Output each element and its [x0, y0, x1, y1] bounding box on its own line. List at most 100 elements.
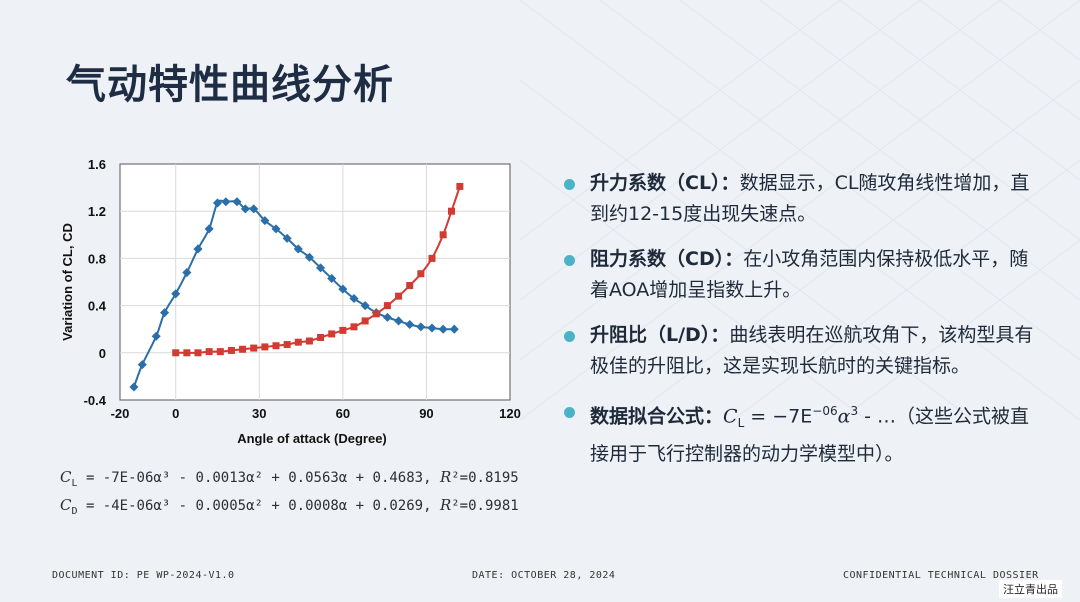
cd-formula-body: = -4E-06α³ - 0.0005α² + 0.0008α + 0.0269…: [77, 498, 440, 514]
data-point-cl: [249, 204, 259, 214]
data-point-cl: [382, 312, 392, 322]
cd-r-value: ²=0.9981: [451, 498, 519, 514]
data-point-cl: [129, 382, 139, 392]
data-point-cd: [372, 310, 380, 318]
data-point-cd: [283, 341, 291, 349]
background-grid-pattern: [520, 0, 1080, 420]
y-tick-label: 1.6: [88, 157, 106, 172]
data-point-cl: [240, 204, 250, 214]
data-point-cd: [339, 326, 347, 334]
bullet-dot-icon: [564, 407, 575, 418]
data-point-cd: [456, 182, 464, 190]
cl-r-symbol: R: [439, 468, 452, 486]
bullet-head: 升力系数（CL）：: [590, 172, 740, 194]
bullet-drag: 阻力系数（CD）：在小攻角范围内保持极低水平，随着AOA增加呈指数上升。: [562, 244, 1042, 306]
math-tail: - …: [858, 405, 897, 428]
data-point-cl: [416, 322, 426, 332]
data-point-cd: [239, 345, 247, 353]
page-title: 气动特性曲线分析: [66, 62, 394, 108]
bullet-text: 在小攻角范围内保持极低水平，随着AOA增加呈指数上升。: [590, 248, 1029, 301]
grid-lines: [120, 164, 510, 400]
data-point-cd: [194, 349, 202, 357]
plot-area: [119, 163, 511, 401]
data-point-cd: [205, 348, 213, 356]
data-point-cd: [305, 337, 313, 345]
data-point-cl: [204, 224, 214, 234]
data-point-cl: [212, 198, 223, 208]
bullet-head: 升阻比（L/D）：: [590, 324, 730, 346]
data-point-cd: [328, 330, 336, 338]
data-point-cl: [171, 289, 181, 299]
cd-formula: CD = -4E-06α³ - 0.0005α² + 0.0008α + 0.0…: [60, 496, 519, 517]
cl-symbol: C: [60, 468, 72, 486]
bullet-fit-formula: 数据拟合公式：CL = −7E−06α3 - …（这些公式被直接用于飞行控制器的…: [562, 396, 1042, 470]
cl-formula: CL = -7E-06α³ - 0.0013α² + 0.0563α + 0.4…: [60, 468, 519, 489]
bullet-head: 数据拟合公式：: [590, 405, 724, 428]
x-tick-label: 30: [252, 406, 266, 421]
cl-r-value: ²=0.8195: [451, 470, 519, 486]
cl-subscript: L: [71, 477, 78, 489]
data-point-cl: [304, 252, 314, 262]
x-tick-label: 0: [172, 406, 179, 421]
y-tick-label: 0: [99, 346, 106, 361]
data-point-cd: [448, 207, 455, 215]
data-point-cd: [261, 343, 269, 351]
bullet-text: 曲线表明在巡航攻角下，该构型具有极佳的升阻比，这是实现长航时的关键指标。: [590, 324, 1034, 377]
data-point-cd: [183, 349, 191, 357]
data-point-cl: [193, 244, 203, 254]
y-tick-label: 0.4: [88, 299, 107, 314]
math-sub: L: [737, 416, 745, 431]
y-tick-label: 0.8: [88, 251, 106, 266]
data-point-cd: [428, 254, 436, 262]
data-point-cd: [317, 333, 325, 341]
x-tick-label: 90: [419, 406, 433, 421]
bullet-head: 阻力系数（CD）：: [590, 248, 744, 270]
brand-watermark: 汪立青出品: [999, 580, 1062, 598]
x-tick-label: 60: [336, 406, 350, 421]
bullet-dot-icon: [564, 255, 575, 266]
cl-formula-body: = -7E-06α³ - 0.0013α² + 0.0563α + 0.4683…: [77, 470, 440, 486]
footer-confidential: CONFIDENTIAL TECHNICAL DOSSIER: [843, 570, 1039, 581]
data-point-cd: [417, 270, 425, 278]
cd-r-symbol: R: [439, 496, 452, 514]
data-point-cd: [361, 317, 369, 325]
data-point-cd: [216, 348, 224, 356]
data-point-cl: [316, 263, 326, 273]
bullet-dot-icon: [564, 179, 575, 190]
math-sup: −06: [812, 404, 838, 418]
math-eq: = −7E: [744, 405, 813, 428]
data-point-cd: [395, 292, 403, 300]
chart-svg: -20 0 30 60 90 120 -0.4 0 0.4 0.8 1.2 1.6 Angle of …: [60, 157, 521, 446]
data-point-cd: [350, 323, 358, 331]
data-point-cd: [294, 338, 302, 346]
x-axis-label: Angle of attack (Degree): [237, 431, 387, 446]
data-point-cd: [227, 346, 235, 354]
y-tick-label: 1.2: [88, 204, 106, 219]
x-tick-label: -20: [111, 406, 130, 421]
bullet-lift: 升力系数（CL）：数据显示，CL随攻角线性增加，直到约12-15度出现失速点。: [562, 168, 1042, 230]
data-point-cd: [406, 282, 414, 290]
bullet-dot-icon: [564, 331, 575, 342]
aero-chart: -20 0 30 60 90 120 -0.4 0 0.4 0.8 1.2 1.6 Angle of …: [50, 150, 530, 450]
footer-date: DATE: OCTOBER 28, 2024: [472, 570, 616, 581]
footer-doc-id: DOCUMENT ID: PE WP-2024-V1.0: [52, 570, 235, 581]
bullet-ld-ratio: 升阻比（L/D）：曲线表明在巡航攻角下，该构型具有极佳的升阻比，这是实现长航时的…: [562, 320, 1042, 382]
data-point-cd: [439, 231, 447, 239]
cd-subscript: D: [71, 505, 78, 517]
data-point-cd: [172, 349, 180, 357]
bullet-text: 数据显示，CL随攻角线性增加，直到约12-15度出现失速点。: [590, 172, 1030, 225]
bullet-list: 升力系数（CL）：数据显示，CL随攻角线性增加，直到约12-15度出现失速点。 …: [562, 168, 1042, 484]
data-point-cd: [383, 302, 391, 310]
x-tick-label: 120: [499, 406, 521, 421]
math-alpha: α: [837, 405, 851, 428]
math-sup2: 3: [850, 404, 859, 418]
bullet-text: （这些公式被直接用于飞行控制器的动力学模型中）。: [590, 405, 1030, 466]
tick-labels: -20 0 30 60 90 120 -0.4 0 0.4 0.8 1.2 1.6: [84, 157, 521, 421]
data-point-cd: [250, 344, 258, 352]
math-c: C: [723, 405, 738, 428]
data-point-cd: [272, 342, 280, 350]
data-point-cl: [394, 316, 404, 326]
y-axis-label: Variation of CL, CD: [60, 223, 75, 341]
y-tick-label: -0.4: [84, 393, 107, 408]
cd-symbol: C: [60, 496, 72, 514]
